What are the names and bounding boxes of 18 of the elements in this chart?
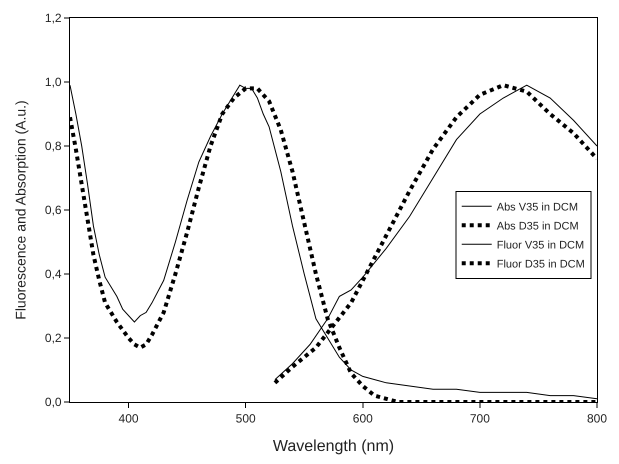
legend-label: Abs V35 in DCM [496,202,578,214]
y-tick-label: 0,2 [44,331,62,346]
legend-label: Abs D35 in DCM [496,220,579,233]
legend-label: Fluor V35 in DCM [496,240,584,252]
y-tick-label: 1,2 [44,11,62,26]
y-tick-label: 0,6 [44,203,62,218]
x-tick-label: 700 [470,411,490,426]
y-tick-label: 0,0 [44,395,62,410]
x-tick-label: 500 [236,411,256,426]
x-tick-label: 400 [118,411,139,426]
y-tick-label: 1,0 [44,75,62,90]
x-tick-label: 600 [352,411,374,426]
x-axis-title: Wavelength (nm) [272,438,394,456]
x-tick-label: 800 [586,411,608,426]
y-tick-label: 0,4 [44,267,62,282]
y-axis-title: Fluorescence and Absorption (A.u.) [12,100,29,320]
y-tick-label: 0,8 [44,139,62,154]
legend-label: Fluor D35 in DCM [496,258,585,271]
